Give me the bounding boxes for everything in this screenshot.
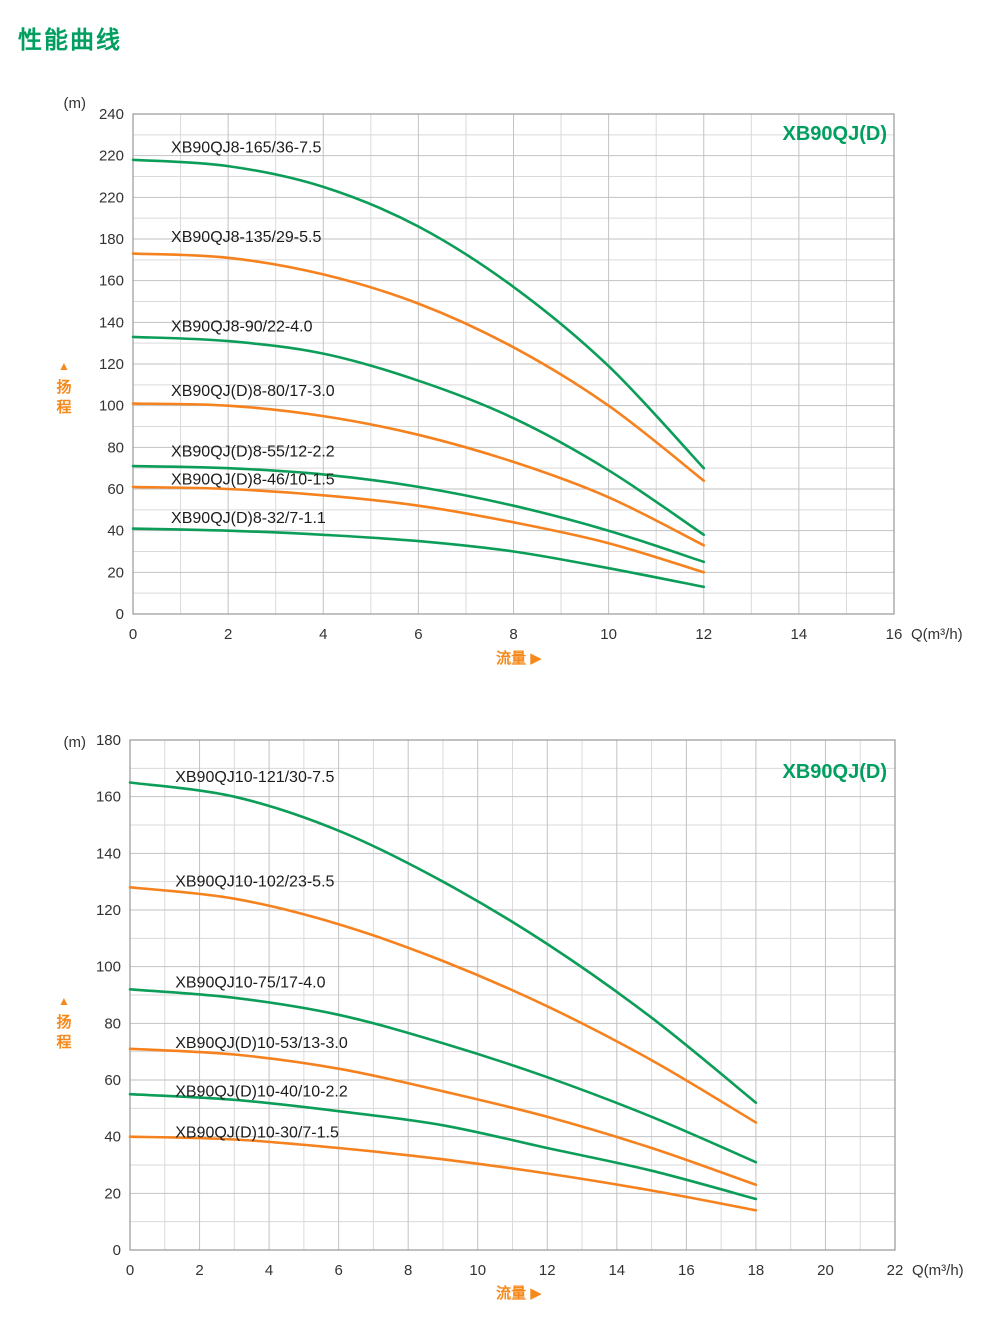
y-tick-label: 100 <box>96 959 121 976</box>
flow-axis-label: 流量 ▶ <box>496 649 542 667</box>
series-curve <box>131 252 706 482</box>
x-axis-unit: Q(m³/h) <box>911 626 963 643</box>
series-curve <box>128 1092 758 1201</box>
head-axis-label: 扬 <box>56 378 71 396</box>
y-tick-label: 120 <box>99 356 124 373</box>
x-tick-label: 22 <box>887 1262 904 1279</box>
x-tick-label: 6 <box>414 626 422 643</box>
series-label: XB90QJ(D)8-32/7-1.1 <box>171 510 326 527</box>
y-axis-unit: (m) <box>64 734 87 751</box>
x-tick-label: 6 <box>334 1262 342 1279</box>
y-tick-label: 100 <box>99 398 124 415</box>
flow-axis-label: 流量 ▶ <box>496 1284 542 1302</box>
y-tick-label: 180 <box>99 231 124 248</box>
y-tick-label: 20 <box>107 564 124 581</box>
x-tick-label: 4 <box>265 1262 273 1279</box>
series-label: XB90QJ(D)10-40/10-2.2 <box>175 1083 348 1100</box>
y-tick-label: 0 <box>113 1242 121 1259</box>
x-tick-label: 16 <box>886 626 903 643</box>
series-label: XB90QJ8-135/29-5.5 <box>171 229 321 246</box>
series-curve <box>131 335 706 537</box>
x-tick-label: 14 <box>608 1262 625 1279</box>
series-label: XB90QJ10-102/23-5.5 <box>175 874 334 891</box>
y-tick-label: 60 <box>104 1072 121 1089</box>
x-tick-label: 14 <box>791 626 808 643</box>
x-tick-label: 2 <box>195 1262 203 1279</box>
series-curve <box>128 1047 758 1187</box>
x-tick-label: 0 <box>129 626 137 643</box>
head-axis-label: 程 <box>56 1034 71 1051</box>
y-tick-label: 60 <box>107 481 124 498</box>
y-tick-label: 0 <box>116 606 124 623</box>
x-tick-label: 12 <box>695 626 712 643</box>
series-curve <box>128 886 758 1124</box>
series-label: XB90QJ(D)8-46/10-1.5 <box>171 472 335 489</box>
x-tick-label: 4 <box>319 626 327 643</box>
chart-title: XB90QJ(D) <box>783 761 887 783</box>
x-tick-label: 10 <box>600 626 617 643</box>
plot-frame <box>129 739 896 1251</box>
series-label: XB90QJ(D)10-53/13-3.0 <box>175 1035 348 1052</box>
x-axis-unit: Q(m³/h) <box>912 1262 964 1279</box>
y-tick-label: 160 <box>96 789 121 806</box>
y-tick-label: 80 <box>104 1015 121 1032</box>
x-tick-label: 10 <box>469 1262 486 1279</box>
head-axis-arrow-icon: ▲ <box>58 359 70 373</box>
y-tick-label: 140 <box>96 845 121 862</box>
x-tick-label: 8 <box>509 626 517 643</box>
series-label: XB90QJ(D)8-55/12-2.2 <box>171 444 335 461</box>
series-label: XB90QJ10-75/17-4.0 <box>175 974 325 991</box>
x-tick-label: 0 <box>126 1262 134 1279</box>
series-curve <box>131 158 706 470</box>
y-tick-label: 80 <box>107 439 124 456</box>
head-axis-arrow-icon: ▲ <box>58 994 70 1008</box>
page-title: 性能曲线 <box>18 27 122 54</box>
series-label: XB90QJ8-165/36-7.5 <box>171 139 321 156</box>
x-tick-label: 2 <box>224 626 232 643</box>
series-label: XB90QJ(D)10-30/7-1.5 <box>175 1124 339 1141</box>
y-tick-label: 180 <box>96 732 121 749</box>
series-curve <box>131 402 706 547</box>
x-tick-label: 16 <box>678 1262 695 1279</box>
series-label: XB90QJ(D)8-80/17-3.0 <box>171 383 335 400</box>
x-tick-label: 8 <box>404 1262 412 1279</box>
series-curve <box>128 781 758 1104</box>
series-curve <box>128 988 758 1164</box>
y-tick-label: 240 <box>99 106 124 123</box>
y-tick-label: 20 <box>104 1185 121 1202</box>
x-tick-label: 18 <box>748 1262 765 1279</box>
x-tick-label: 12 <box>539 1262 556 1279</box>
y-tick-label: 40 <box>107 523 124 540</box>
y-tick-label: 220 <box>99 148 124 165</box>
y-tick-label: 160 <box>99 273 124 290</box>
series-curve <box>128 1135 758 1212</box>
y-tick-label: 220 <box>99 189 124 206</box>
series-label: XB90QJ8-90/22-4.0 <box>171 319 313 336</box>
series-curve <box>131 464 706 564</box>
y-tick-label: 120 <box>96 902 121 919</box>
x-tick-label: 20 <box>817 1262 834 1279</box>
y-tick-label: 40 <box>104 1129 121 1146</box>
plot-frame <box>132 113 895 615</box>
series-label: XB90QJ10-121/30-7.5 <box>175 769 334 786</box>
head-axis-label: 扬 <box>56 1013 71 1031</box>
series-curve <box>131 527 706 589</box>
y-tick-label: 140 <box>99 314 124 331</box>
head-axis-label: 程 <box>56 399 71 416</box>
series-curve <box>131 485 706 574</box>
chart-title: XB90QJ(D) <box>783 123 887 145</box>
y-axis-unit: (m) <box>64 95 87 112</box>
